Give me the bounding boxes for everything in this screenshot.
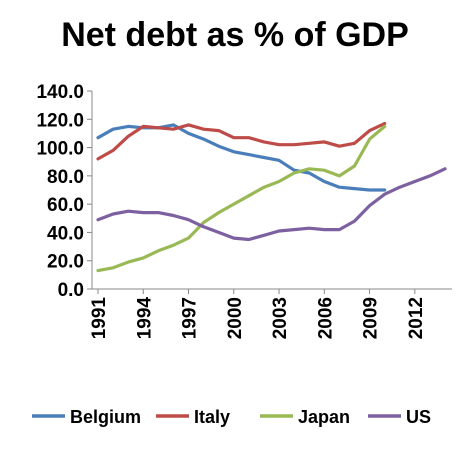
- series-line-japan: [96, 124, 387, 273]
- x-tick-label: 2009: [361, 297, 382, 339]
- y-tick-label: 140.0: [36, 82, 84, 103]
- series-line-us: [96, 167, 447, 242]
- legend-label-japan: Japan: [298, 407, 350, 427]
- y-tick-label: 120.0: [36, 110, 84, 131]
- x-tick-label: 2006: [315, 297, 336, 339]
- x-tick-label: 2000: [225, 297, 246, 339]
- x-tick-label: 1997: [180, 297, 201, 339]
- legend: Belgium Italy Japan US: [32, 407, 431, 427]
- y-tick-label: 20.0: [47, 252, 84, 273]
- y-tick-label: 60.0: [47, 195, 84, 216]
- y-tick-label: 100.0: [36, 139, 84, 160]
- series-lines: [96, 121, 447, 273]
- y-tick-label: 0.0: [58, 280, 84, 301]
- chart-title: Net debt as % of GDP: [61, 16, 409, 54]
- series-line-italy: [96, 121, 387, 161]
- y-tick-label: 40.0: [47, 223, 84, 244]
- y-tick-label: 80.0: [47, 167, 84, 188]
- x-axis: 1991 1994 1997 2000 2003 2006 2009 2012: [89, 288, 452, 340]
- legend-label-italy: Italy: [194, 407, 230, 427]
- x-tick-label: 1991: [89, 297, 110, 340]
- series-line-belgium: [96, 123, 387, 192]
- y-axis: 0.0 20.0 40.0 60.0 80.0 100.0 120.0 140.0: [36, 82, 93, 301]
- legend-label-us: US: [406, 407, 431, 427]
- x-tick-label: 1994: [134, 297, 155, 340]
- x-tick-label: 2003: [270, 297, 291, 339]
- legend-label-belgium: Belgium: [70, 407, 141, 427]
- x-tick-label: 2012: [406, 297, 427, 339]
